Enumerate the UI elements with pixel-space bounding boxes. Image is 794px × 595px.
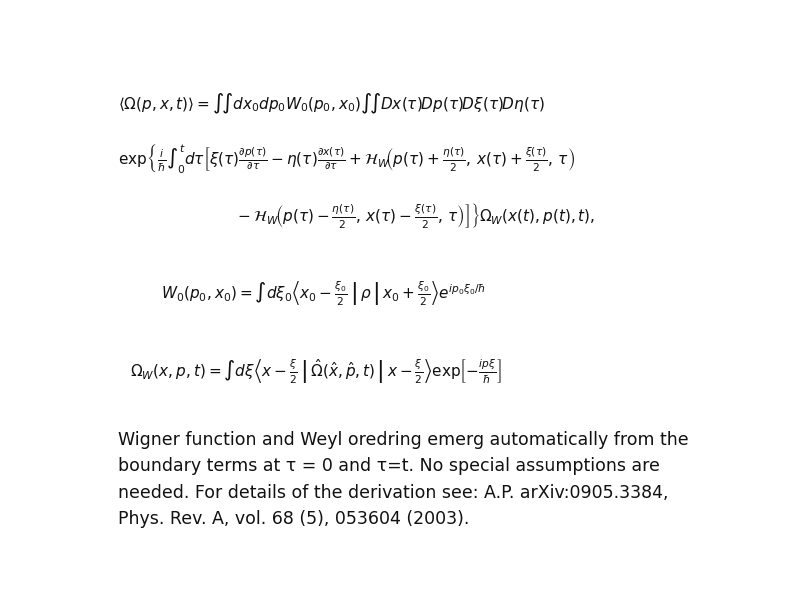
Text: $\exp\!\left\{\frac{i}{\hbar}\int_0^t d\tau\left[\xi(\tau)\frac{\partial p(\tau): $\exp\!\left\{\frac{i}{\hbar}\int_0^t d\… xyxy=(118,142,575,176)
Text: Wigner function and Weyl oredring emerg automatically from the
boundary terms at: Wigner function and Weyl oredring emerg … xyxy=(118,431,688,528)
Text: $\Omega_W(x,p,t) = \int d\xi\left\langle x-\frac{\xi}{2}\,\middle|\,\hat{\Omega}: $\Omega_W(x,p,t) = \int d\xi\left\langle… xyxy=(130,358,502,386)
Text: $W_0(p_0,x_0) = \int d\xi_0\left\langle x_0-\frac{\xi_0}{2}\,\middle|\,\rho\,\mi: $W_0(p_0,x_0) = \int d\xi_0\left\langle … xyxy=(160,280,486,308)
Text: $\langle \Omega(p,x,t) \rangle = \int\!\int dx_0 dp_0 W_0(p_0,x_0)\int\!\int Dx(: $\langle \Omega(p,x,t) \rangle = \int\!\… xyxy=(118,92,545,116)
Text: $\left.\left. - \mathcal{H}_W\!\left(p(\tau)-\frac{\eta(\tau)}{2},\,x(\tau)-\fra: $\left.\left. - \mathcal{H}_W\!\left(p(\… xyxy=(235,202,595,231)
